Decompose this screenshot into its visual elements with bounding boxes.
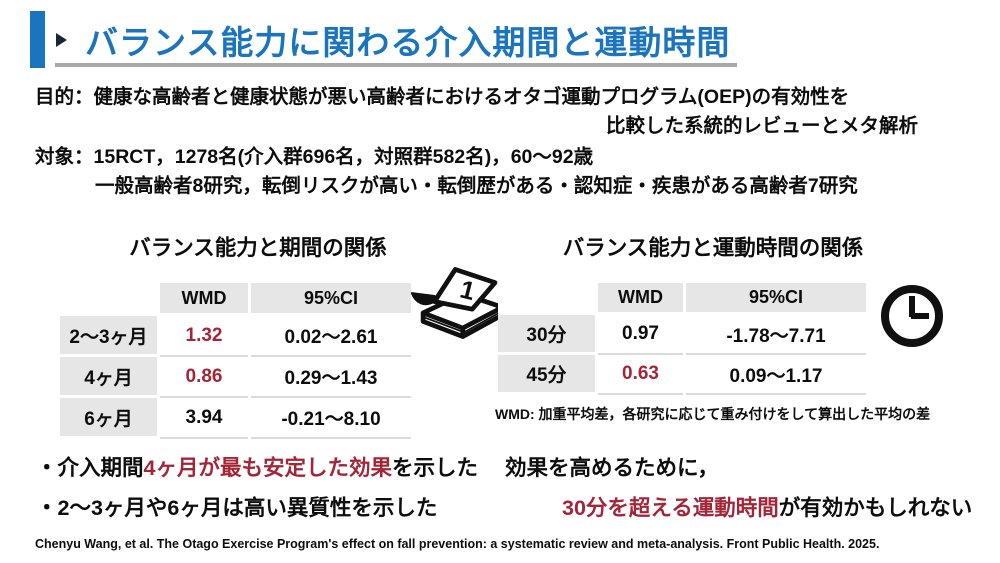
time-row-ci: -1.78〜7.71	[686, 315, 866, 355]
finding-text: を示した	[391, 456, 478, 480]
period-table: WMD 95%CI 2〜3ヶ月 1.32 0.02〜2.61 4ヶ月 0.86 …	[60, 283, 411, 439]
finding-period-bullet2: ・2〜3ヶ月や6ヶ月は高い異質性を示した	[36, 496, 438, 520]
period-row-label: 2〜3ヶ月	[60, 316, 157, 357]
subjects-block: 対象：15RCT，1278名(介入群696名，対照群582名)，60〜92歳 一…	[35, 143, 965, 201]
purpose-block: 目的：健康な高齢者と健康状態が悪い高齢者におけるオタゴ運動プログラム(OEP)の…	[35, 83, 918, 141]
title-arrow-icon	[56, 33, 67, 47]
time-row-ci: 0.09〜1.17	[686, 355, 866, 395]
finding-highlight: 4ヶ月が最も安定した効果	[143, 456, 392, 480]
wmd-definition-note: WMD: 加重平均差，各研究に応じて重み付けをして算出した平均の差	[495, 406, 931, 422]
time-row-wmd: 0.97	[598, 315, 683, 355]
period-row-wmd: 1.32	[160, 316, 248, 357]
period-row-ci: 0.29〜1.43	[251, 357, 411, 398]
time-table: WMD 95%CI 30分 0.97 -1.78〜7.71 45分 0.63 0…	[498, 283, 866, 395]
time-table-title: バランス能力と運動時間の関係	[562, 236, 864, 260]
calendar-icon-svg: 1	[410, 267, 505, 339]
finding-period-bullet1: ・介入期間4ヶ月が最も安定した効果を示した	[36, 451, 478, 482]
time-row-wmd: 0.63	[598, 355, 683, 395]
period-row-label: 4ヶ月	[60, 357, 157, 398]
period-row-ci: -0.21〜8.10	[251, 398, 411, 439]
period-row-wmd: 3.94	[160, 398, 248, 439]
calendar-icon: 1	[408, 258, 512, 353]
svg-text:1: 1	[457, 276, 478, 307]
finding-text: が有効かもしれない	[778, 496, 973, 520]
finding-time-line1: 効果を高めるために，	[505, 456, 719, 480]
time-table-corner-cell	[498, 283, 595, 315]
period-row-ci: 0.02〜2.61	[251, 316, 411, 357]
time-table-header-wmd: WMD	[598, 283, 683, 315]
period-row-wmd: 0.86	[160, 357, 248, 398]
period-table-header-ci: 95%CI	[251, 283, 411, 316]
period-table-header-wmd: WMD	[160, 283, 248, 316]
page-title: バランス能力に関わる介入期間と運動時間	[85, 24, 731, 61]
purpose-line2: 比較した系統的レビューとメタ解析	[605, 115, 918, 137]
period-row-label: 6ヶ月	[60, 398, 157, 439]
period-table-corner-cell	[60, 283, 157, 316]
period-table-title: バランス能力と期間の関係	[129, 236, 387, 260]
time-row-label: 30分	[498, 315, 595, 355]
time-table-header-ci: 95%CI	[686, 283, 866, 315]
title-underline	[55, 63, 737, 67]
citation: Chenyu Wang, et al. The Otago Exercise P…	[35, 537, 880, 551]
finding-text: ・介入期間	[36, 456, 144, 480]
finding-time-line2: 30分を超える運動時間が有効かもしれない	[562, 491, 972, 522]
purpose-line1: 目的：健康な高齢者と健康状態が悪い高齢者におけるオタゴ運動プログラム(OEP)の…	[35, 86, 850, 108]
clock-icon	[877, 281, 947, 356]
time-row-label: 45分	[498, 355, 595, 395]
subjects-line2: 一般高齢者8研究，転倒リスクが高い・転倒歴がある・認知症・疾患がある高齢者7研究	[95, 175, 858, 197]
subjects-line1: 対象：15RCT，1278名(介入群696名，対照群582名)，60〜92歳	[35, 146, 594, 168]
title-accent-bar	[30, 11, 45, 68]
clock-icon-svg	[881, 285, 943, 347]
finding-highlight: 30分を超える運動時間	[562, 496, 779, 520]
